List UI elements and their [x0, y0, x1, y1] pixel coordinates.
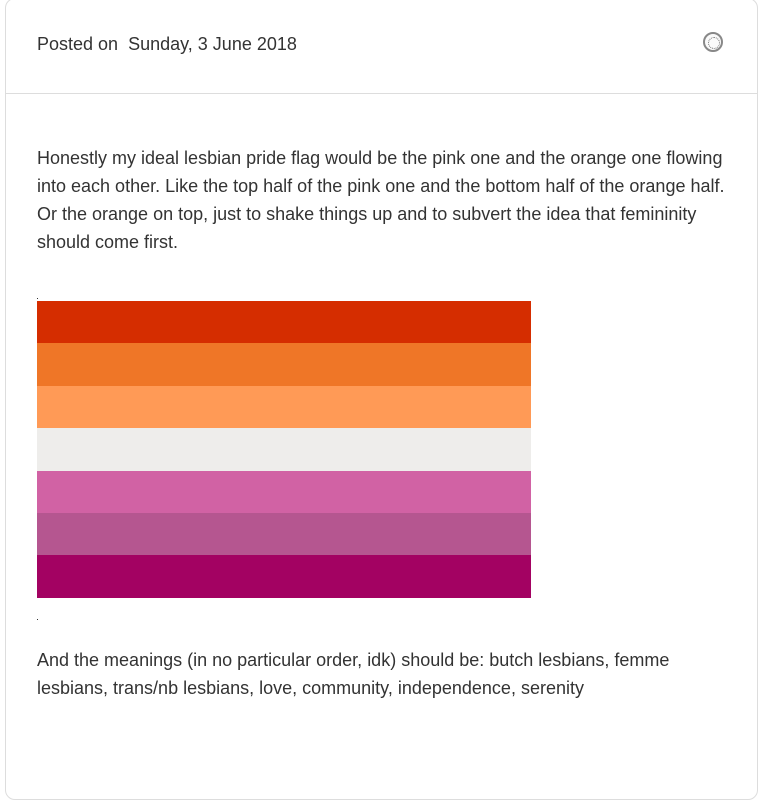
flag-image: [37, 301, 531, 598]
flag-stripe: [37, 385, 531, 429]
post-card: Posted on Sunday, 3 June 2018 Honestly m…: [5, 0, 758, 800]
post-paragraph: And the meanings (in no particular order…: [37, 650, 670, 698]
image-marker: [37, 619, 38, 620]
flag-stripe: [37, 301, 531, 344]
flag-stripe: [37, 470, 531, 513]
avatar-icon[interactable]: [703, 32, 723, 52]
flag-stripe: [37, 343, 531, 386]
flag-stripe: [37, 512, 531, 556]
post-header: Posted on Sunday, 3 June 2018: [6, 0, 757, 94]
post-paragraph: Honestly my ideal lesbian pride flag wou…: [37, 148, 725, 252]
flag-stripe: [37, 555, 531, 598]
image-marker: [37, 298, 38, 299]
flag-stripe: [37, 428, 531, 471]
post-date: Posted on Sunday, 3 June 2018: [37, 34, 297, 54]
